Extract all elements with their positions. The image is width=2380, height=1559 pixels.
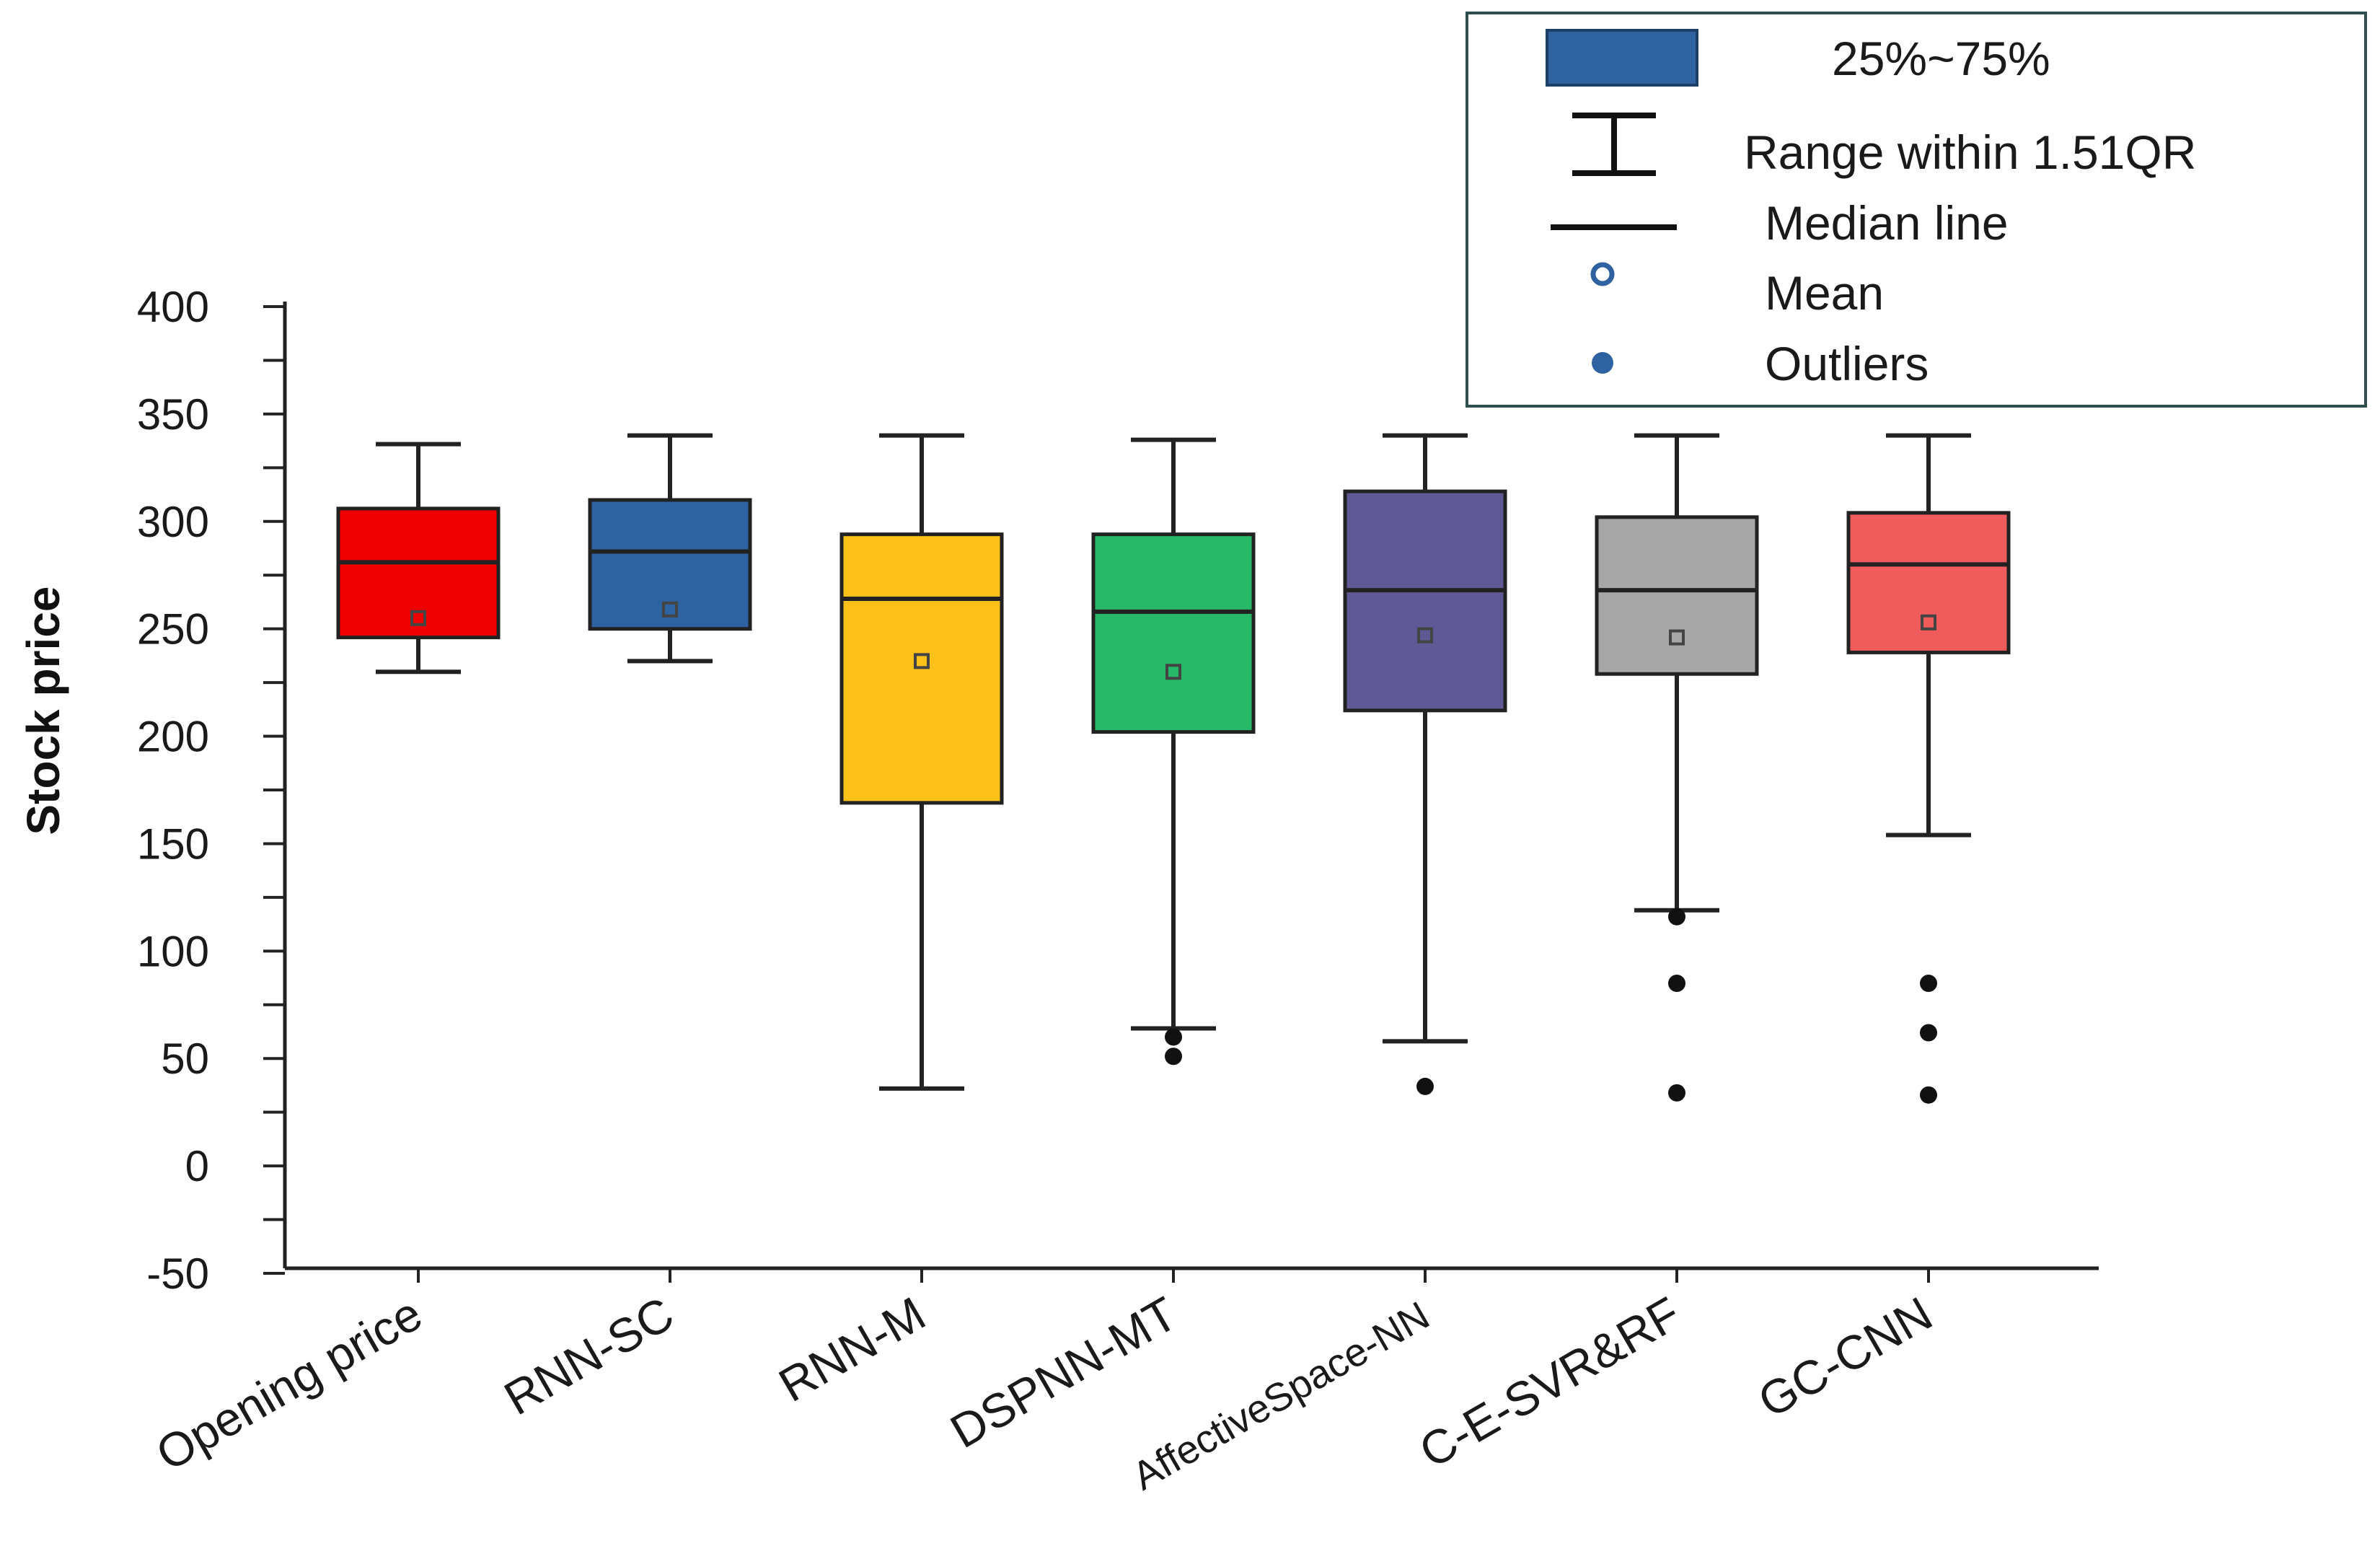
legend-outlier-marker — [1592, 352, 1613, 374]
outlier-point — [1668, 908, 1685, 926]
outlier-point — [1920, 1024, 1937, 1041]
outlier-point — [1165, 1048, 1182, 1065]
x-tick-labels: Opening price RNN-SC RNN-M DSPNN-MTAffectiv… — [147, 1286, 1941, 1498]
y-tick-label: 100 — [137, 927, 209, 975]
legend-label: 25%~75% — [1832, 32, 2050, 85]
box-plot-chart: -50 0 50 100 150 200 250 300 350 400 Opening pric… — [0, 0, 2380, 1559]
y-tick-label: 300 — [137, 498, 209, 546]
iqr-box — [590, 500, 750, 629]
legend-label: Outliers — [1765, 337, 1929, 390]
box-2 — [842, 436, 1002, 1089]
legend-label: Median line — [1765, 196, 2009, 250]
outlier-point — [1165, 1028, 1182, 1045]
box-6 — [1848, 436, 2009, 1104]
outlier-point — [1668, 1084, 1685, 1102]
legend-label: Range within 1.51QR — [1744, 126, 2196, 179]
x-category-label: RNN-M — [770, 1286, 934, 1412]
x-category-label: C-E-SVR&RF — [1411, 1286, 1689, 1478]
y-tick-label: 200 — [137, 713, 209, 761]
outlier-point — [1920, 975, 1937, 992]
y-tick-label: 350 — [137, 390, 209, 439]
legend: 25%~75% Range within 1.51QR Median line Mea… — [1467, 13, 2366, 406]
legend-mean-marker — [1593, 265, 1612, 284]
y-axis-title: Stock price — [17, 586, 69, 835]
box-3 — [1093, 440, 1253, 1066]
iqr-box — [1848, 513, 2009, 653]
iqr-box — [1345, 491, 1505, 711]
x-category-label: GC-CNN — [1749, 1286, 1941, 1428]
box-0 — [338, 444, 498, 672]
outlier-point — [1920, 1086, 1937, 1104]
y-tick-label: 0 — [185, 1142, 209, 1190]
y-tick-label: 400 — [137, 283, 209, 331]
y-tick-label: 250 — [137, 605, 209, 654]
box-4 — [1345, 436, 1505, 1095]
box-5 — [1597, 436, 1757, 1102]
y-tick-label: -50 — [146, 1250, 209, 1298]
legend-box-swatch — [1547, 30, 1697, 85]
y-tick-label: 150 — [137, 820, 209, 868]
box-1 — [590, 436, 750, 662]
axes: -50 0 50 100 150 200 250 300 350 400 — [137, 283, 2099, 1298]
x-category-label: Opening price — [147, 1286, 431, 1481]
legend-label: Mean — [1765, 266, 1884, 320]
outlier-point — [1668, 975, 1685, 992]
y-tick-label: 50 — [161, 1035, 209, 1083]
outlier-point — [1416, 1078, 1434, 1095]
x-category-label: RNN-SC — [495, 1286, 682, 1425]
boxes-group — [338, 436, 2009, 1104]
iqr-box — [1093, 535, 1253, 732]
iqr-box — [1597, 517, 1757, 674]
iqr-box — [338, 509, 498, 638]
x-category-label: DSPNN-MT — [941, 1286, 1186, 1458]
